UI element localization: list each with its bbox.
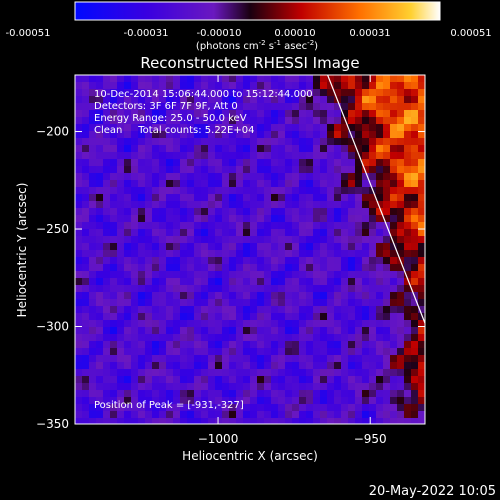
y-tick-label: −200	[36, 125, 69, 139]
colorbar	[74, 1, 441, 21]
colorbar-unit-label: (photons cm-2 s-1 asec-2)	[196, 39, 318, 52]
colorbar-ticks: -0.00051 -0.00031 -0.00010 0.00010 0.000…	[6, 28, 492, 39]
colorbar-tick-label: 0.00051	[450, 28, 491, 39]
colorbar-tick-label: -0.00051	[6, 28, 51, 39]
y-axis: −200 −250 −300 −350	[36, 125, 425, 431]
annotation-peak-position: Position of Peak = [-931,-327]	[94, 400, 244, 411]
x-tick-label: −1000	[198, 432, 239, 446]
y-axis-label: Heliocentric Y (arcsec)	[15, 183, 29, 318]
colorbar-tick-label: -0.00031	[124, 28, 169, 39]
colorbar-tick-label: 0.00010	[274, 28, 315, 39]
x-axis: −1000−950−900	[198, 75, 387, 446]
y-tick-label: −300	[36, 320, 69, 334]
x-axis-label: Heliocentric X (arcsec)	[182, 449, 318, 463]
annotation-total-counts: Clean Total counts: 5.22E+04	[94, 125, 254, 136]
plot-frame	[74, 74, 426, 425]
heatmap-image	[75, 75, 425, 424]
chart-title: Reconstructed RHESSI Image	[140, 54, 359, 72]
annotation-energy-range: Energy Range: 25.0 - 50.0 keV	[94, 113, 247, 124]
colorbar-tick-label: 0.00031	[349, 28, 390, 39]
colorbar-tick-label: -0.00010	[197, 28, 242, 39]
observation-info: 10-Dec-2014 15:06:44.000 to 15:12:44.000…	[94, 89, 313, 411]
y-tick-label: −350	[36, 417, 69, 431]
solar-limb-line	[327, 75, 425, 325]
annotation-detectors: Detectors: 3F 6F 7F 9F, Att 0	[94, 101, 238, 112]
plot-timestamp: 20-May-2022 10:05	[369, 484, 496, 499]
annotation-time-range: 10-Dec-2014 15:06:44.000 to 15:12:44.000	[94, 89, 313, 100]
x-tick-label: −950	[354, 432, 387, 446]
y-tick-label: −250	[36, 222, 69, 236]
